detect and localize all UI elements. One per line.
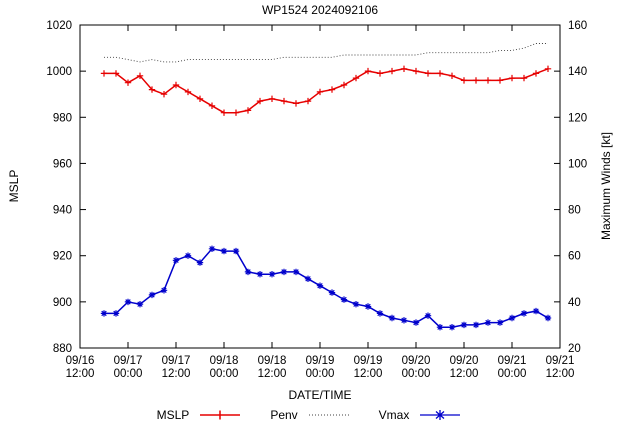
x-tick-label-date: 09/20 <box>402 355 431 367</box>
x-tick-label-time: 12:00 <box>450 368 479 380</box>
y-tick-label-left: 1000 <box>46 66 72 78</box>
x-tick-label-time: 00:00 <box>306 368 335 380</box>
x-tick-label-time: 12:00 <box>66 368 95 380</box>
x-tick-label-time: 00:00 <box>114 368 143 380</box>
legend-label-vmax: Vmax <box>378 408 410 422</box>
x-tick-label-date: 09/17 <box>162 355 191 367</box>
legend-line-mslp <box>200 410 241 420</box>
series-markers-vmax <box>100 245 552 331</box>
y-axis-label-left: MSLP <box>7 169 21 203</box>
x-tick-label-date: 09/21 <box>546 355 575 367</box>
series-markers-mslp <box>100 65 552 116</box>
x-tick-label-time: 00:00 <box>498 368 527 380</box>
x-axis-label: DATE/TIME <box>288 388 352 402</box>
x-tick-label-date: 09/18 <box>258 355 287 367</box>
x-tick-label-date: 09/19 <box>306 355 335 367</box>
x-tick-label-date: 09/18 <box>210 355 239 367</box>
legend-sample-penv <box>308 414 349 416</box>
x-tick-label-date: 09/19 <box>354 355 383 367</box>
y-tick-label-right: 140 <box>568 66 587 78</box>
y-tick-label-left: 900 <box>53 297 72 309</box>
legend-item-vmax: Vmax <box>379 408 463 422</box>
x-tick-label-time: 00:00 <box>402 368 431 380</box>
y-tick-label-left: 980 <box>53 112 72 124</box>
legend: MSLP Penv Vmax <box>0 408 619 422</box>
y-tick-label-right: 60 <box>568 251 581 263</box>
x-tick-label-date: 09/17 <box>114 355 143 367</box>
legend-sample-mslp <box>200 410 241 420</box>
legend-label-penv: Penv <box>270 408 298 422</box>
x-tick-label-date: 09/20 <box>450 355 479 367</box>
series-line-mslp <box>104 68 549 114</box>
y-tick-label-left: 880 <box>53 343 72 355</box>
y-tick-label-right: 160 <box>568 20 587 32</box>
y-tick-label-left: 940 <box>53 205 72 217</box>
y-axis-label-right: Maximum Winds [kt] <box>599 131 613 241</box>
x-tick-label-time: 12:00 <box>354 368 383 380</box>
legend-item-mslp: MSLP <box>157 408 243 422</box>
y-tick-label-left: 1020 <box>46 20 72 32</box>
x-tick-label-date: 09/16 <box>66 355 95 367</box>
y-tick-label-right: 120 <box>568 112 587 124</box>
legend-line-vmax <box>420 410 461 420</box>
x-tick-label-date: 09/21 <box>498 355 527 367</box>
x-tick-label-time: 12:00 <box>162 368 191 380</box>
series-line-vmax <box>104 247 549 328</box>
chart-title: WP1524 2024092106 <box>261 3 379 17</box>
legend-label-mslp: MSLP <box>156 408 190 422</box>
y-tick-label-left: 920 <box>53 251 72 263</box>
x-tick-label-time: 12:00 <box>258 368 287 380</box>
plot-border <box>79 24 561 349</box>
series-line-penv <box>104 43 548 63</box>
y-tick-label-right: 80 <box>568 205 581 217</box>
y-tick-label-right: 100 <box>568 158 587 170</box>
y-tick-label-right: 40 <box>568 297 581 309</box>
y-tick-label-right: 20 <box>568 343 581 355</box>
y-tick-label-left: 960 <box>53 158 72 170</box>
legend-sample-vmax <box>420 410 461 420</box>
x-tick-label-time: 00:00 <box>210 368 239 380</box>
x-tick-label-time: 12:00 <box>546 368 575 380</box>
legend-item-penv: Penv <box>270 408 350 422</box>
